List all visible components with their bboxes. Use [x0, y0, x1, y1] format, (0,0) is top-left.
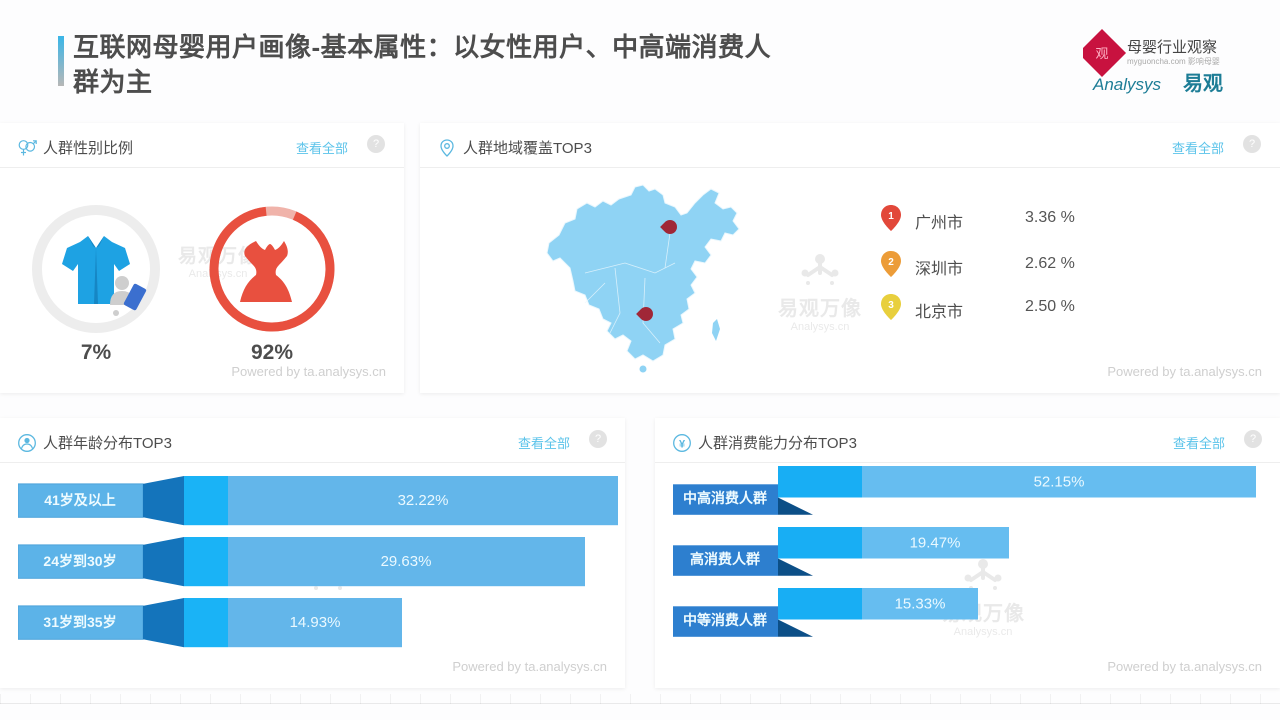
svg-text:myguoncha.com 影响母婴: myguoncha.com 影响母婴 — [1127, 56, 1220, 66]
svg-text:中高消费人群: 中高消费人群 — [683, 490, 767, 506]
svg-text:52.15%: 52.15% — [1034, 474, 1085, 491]
svg-text:2: 2 — [888, 257, 894, 268]
svg-text:19.47%: 19.47% — [910, 535, 961, 552]
svg-text:32.22%: 32.22% — [398, 492, 449, 509]
svg-text:41岁及以上: 41岁及以上 — [44, 492, 116, 508]
svg-text:31岁到35岁: 31岁到35岁 — [43, 614, 116, 630]
svg-text:易观: 易观 — [1183, 72, 1223, 95]
svg-text:母婴行业观察: 母婴行业观察 — [1127, 38, 1217, 56]
svg-text:24岁到30岁: 24岁到30岁 — [43, 553, 116, 569]
svg-text:14.93%: 14.93% — [290, 614, 341, 631]
svg-text:观: 观 — [1095, 46, 1108, 61]
svg-text:Analysys: Analysys — [1092, 75, 1162, 94]
svg-text:¥: ¥ — [679, 438, 686, 450]
svg-text:1: 1 — [888, 211, 894, 222]
svg-text:3: 3 — [888, 300, 894, 311]
svg-text:29.63%: 29.63% — [381, 553, 432, 570]
svg-text:15.33%: 15.33% — [895, 596, 946, 613]
svg-text:高消费人群: 高消费人群 — [690, 551, 760, 567]
svg-text:中等消费人群: 中等消费人群 — [683, 612, 767, 628]
